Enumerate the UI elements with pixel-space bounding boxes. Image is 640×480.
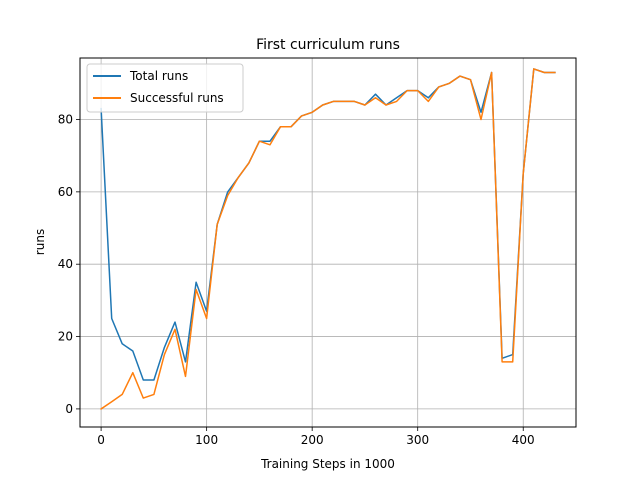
x-tick-label: 0 (97, 433, 105, 447)
chart-title: First curriculum runs (256, 37, 400, 53)
x-tick-label: 300 (406, 433, 429, 447)
legend-label-total-runs: Total runs (129, 69, 188, 83)
plot-frame (79, 57, 577, 428)
x-tick-label: 400 (512, 433, 535, 447)
y-tick-label: 80 (58, 113, 73, 127)
x-axis-label: Training Steps in 1000 (260, 457, 395, 471)
legend-box (86, 63, 244, 113)
x-tick-label: 100 (195, 433, 218, 447)
y-tick-label: 0 (65, 402, 73, 416)
x-tick-label: 200 (301, 433, 324, 447)
y-axis-label: runs (33, 229, 47, 255)
legend-label-successful-runs: Successful runs (130, 91, 224, 105)
y-tick-label: 20 (58, 330, 73, 344)
y-tick-label: 60 (58, 185, 73, 199)
legend: Total runs Successful runs (86, 63, 244, 113)
series-line-successful-runs (100, 68, 556, 410)
ticks: 0 100 200 300 400 0 20 40 60 80 (58, 113, 535, 448)
series-layer (100, 68, 556, 410)
y-tick-label: 40 (58, 257, 73, 271)
